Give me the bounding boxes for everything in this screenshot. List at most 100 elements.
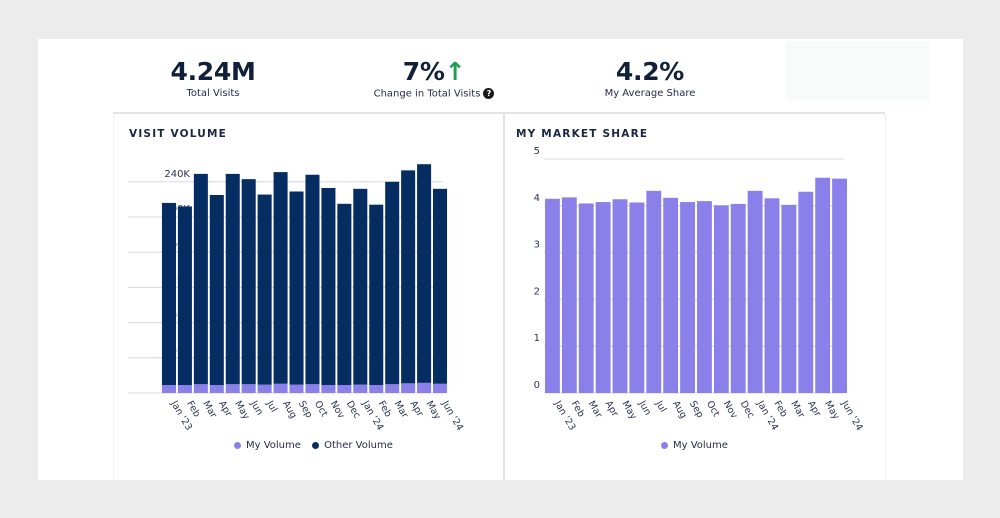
bar-group[interactable]: [561, 197, 577, 393]
bar-group[interactable]: [815, 177, 831, 393]
legend-my-volume[interactable]: My Volume: [246, 440, 301, 451]
bar-my-volume[interactable]: [417, 382, 432, 393]
bar-my-volume[interactable]: [815, 177, 831, 393]
bar-other-volume[interactable]: [177, 206, 192, 386]
bar-other-volume[interactable]: [417, 164, 432, 383]
bar-group[interactable]: [663, 197, 679, 393]
bar-my-volume[interactable]: [193, 384, 208, 393]
bar-my-volume[interactable]: [646, 190, 662, 393]
bar-my-volume[interactable]: [225, 384, 240, 393]
bar-my-volume[interactable]: [401, 383, 416, 393]
bar-my-volume[interactable]: [629, 202, 645, 393]
bar-other-volume[interactable]: [337, 203, 352, 386]
bar-my-volume[interactable]: [781, 204, 797, 393]
bar-my-volume[interactable]: [289, 384, 304, 393]
bar-group[interactable]: [289, 191, 304, 393]
bar-my-volume[interactable]: [612, 199, 628, 393]
bar-other-volume[interactable]: [273, 172, 288, 384]
bar-group[interactable]: [193, 173, 208, 393]
bar-my-volume[interactable]: [798, 191, 814, 393]
bar-other-volume[interactable]: [385, 181, 400, 385]
bar-my-volume[interactable]: [730, 203, 746, 393]
bar-group[interactable]: [697, 201, 712, 393]
divider: [113, 114, 114, 480]
bar-group[interactable]: [257, 194, 272, 393]
bar-group[interactable]: [305, 174, 320, 393]
bar-group[interactable]: [417, 164, 432, 393]
bar-group[interactable]: [832, 178, 847, 393]
bar-group[interactable]: [433, 188, 448, 393]
bar-other-volume[interactable]: [289, 191, 304, 385]
bar-group[interactable]: [225, 173, 240, 393]
bar-group[interactable]: [241, 179, 256, 393]
bar-my-volume[interactable]: [353, 384, 368, 393]
bar-group[interactable]: [680, 202, 695, 393]
bar-my-volume[interactable]: [747, 190, 763, 393]
bar-my-volume[interactable]: [385, 384, 400, 393]
kpi-placeholder: [785, 41, 930, 101]
bar-my-volume[interactable]: [764, 198, 780, 393]
bar-my-volume[interactable]: [663, 197, 679, 393]
bar-group[interactable]: [385, 181, 400, 393]
bar-group[interactable]: [401, 170, 416, 393]
bar-other-volume[interactable]: [433, 188, 448, 384]
bar-group[interactable]: [578, 203, 594, 393]
bar-group[interactable]: [545, 198, 560, 393]
bar-group[interactable]: [161, 202, 176, 393]
bar-other-volume[interactable]: [321, 187, 336, 386]
bar-my-volume[interactable]: [595, 202, 611, 393]
arrow-up-icon: ↑: [444, 57, 466, 86]
bar-group[interactable]: [713, 205, 729, 393]
bar-group[interactable]: [798, 191, 814, 393]
bar-group[interactable]: [273, 172, 288, 393]
bar-my-volume[interactable]: [177, 385, 192, 393]
kpi-label: Total Visits: [186, 88, 240, 99]
bar-other-volume[interactable]: [257, 194, 272, 385]
bar-group[interactable]: [764, 198, 780, 393]
bar-group[interactable]: [177, 206, 192, 393]
bar-other-volume[interactable]: [401, 170, 416, 384]
bar-my-volume[interactable]: [680, 202, 695, 393]
bar-my-volume[interactable]: [209, 385, 224, 393]
bar-my-volume[interactable]: [273, 383, 288, 393]
bar-other-volume[interactable]: [225, 173, 240, 385]
bar-my-volume[interactable]: [257, 384, 272, 393]
bar-group[interactable]: [353, 188, 368, 393]
bar-my-volume[interactable]: [321, 385, 336, 393]
bar-group[interactable]: [209, 195, 224, 393]
bar-my-volume[interactable]: [305, 384, 320, 393]
bar-my-volume[interactable]: [697, 201, 712, 393]
bar-group[interactable]: [612, 199, 628, 393]
bar-other-volume[interactable]: [305, 174, 320, 385]
bar-group[interactable]: [781, 204, 797, 393]
bar-other-volume[interactable]: [241, 179, 256, 385]
bar-my-volume[interactable]: [369, 385, 384, 393]
bar-my-volume[interactable]: [337, 385, 352, 393]
bar-my-volume[interactable]: [561, 197, 577, 393]
bar-group[interactable]: [369, 204, 384, 393]
bar-my-volume[interactable]: [713, 205, 729, 393]
bar-group[interactable]: [321, 187, 336, 393]
legend-my-volume[interactable]: My Volume: [673, 440, 728, 451]
bar-group[interactable]: [730, 203, 746, 393]
bar-other-volume[interactable]: [353, 188, 368, 385]
bar-other-volume[interactable]: [369, 204, 384, 386]
y-tick-label: 4: [534, 193, 540, 204]
visit-volume-legend: My Volume Other Volume: [234, 440, 401, 452]
bar-other-volume[interactable]: [209, 195, 224, 386]
help-icon[interactable]: ?: [483, 88, 495, 99]
bar-group[interactable]: [747, 190, 763, 393]
bar-group[interactable]: [646, 190, 662, 393]
bar-other-volume[interactable]: [193, 173, 208, 385]
bar-group[interactable]: [337, 203, 352, 393]
bar-group[interactable]: [629, 202, 645, 393]
bar-my-volume[interactable]: [578, 203, 594, 393]
bar-my-volume[interactable]: [545, 198, 560, 393]
bar-group[interactable]: [595, 202, 611, 393]
bar-my-volume[interactable]: [161, 385, 176, 393]
legend-other-volume[interactable]: Other Volume: [324, 440, 393, 451]
bar-other-volume[interactable]: [161, 202, 176, 386]
bar-my-volume[interactable]: [832, 178, 847, 393]
bar-my-volume[interactable]: [433, 383, 448, 393]
bar-my-volume[interactable]: [241, 384, 256, 393]
